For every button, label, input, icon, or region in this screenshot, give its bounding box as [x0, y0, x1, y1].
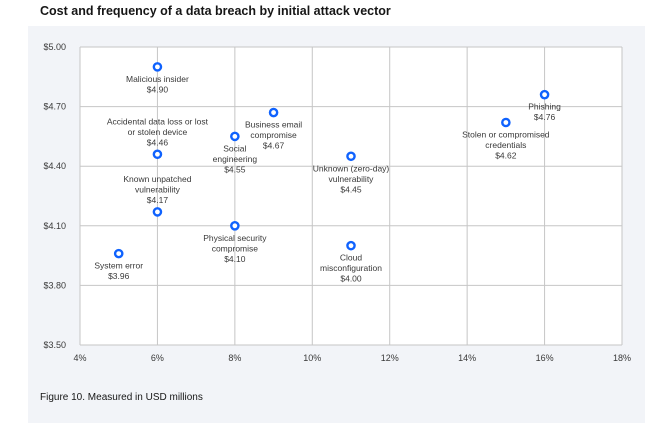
point-name-label: misconfiguration: [320, 263, 382, 273]
point-name-label: Unknown (zero-day): [313, 163, 390, 173]
y-tick-label: $5.00: [43, 42, 66, 52]
point-name-label: Accidental data loss or lost: [107, 116, 209, 126]
x-tick-label: 16%: [536, 353, 554, 363]
point-name-label: engineering: [213, 154, 258, 164]
point-value-label: $4.10: [224, 254, 246, 264]
point-name-label: compromise: [212, 243, 259, 253]
data-point: [152, 62, 163, 72]
x-tick-label: 18%: [613, 353, 631, 363]
point-name-label: vulnerability: [329, 174, 375, 184]
point-label-group: Phishing$4.76: [528, 102, 561, 123]
data-point: [346, 240, 356, 251]
point-name-label: vulnerability: [135, 184, 181, 194]
point-value-label: $4.00: [340, 274, 362, 284]
x-tick-label: 10%: [303, 353, 321, 363]
x-tick-label: 8%: [228, 353, 241, 363]
point-name-label: System error: [94, 261, 143, 271]
point-name-label: Known unpatched: [123, 174, 191, 184]
point-name-label: compromise: [250, 130, 297, 140]
point-name-label: Phishing: [528, 102, 561, 112]
point-name-label: Business email: [245, 120, 302, 130]
point-label-group: Unknown (zero-day)vulnerability$4.45: [313, 163, 390, 194]
data-point: [539, 89, 550, 100]
data-point: [501, 117, 511, 128]
point-value-label: $4.46: [147, 137, 169, 147]
x-tick-label: 14%: [458, 353, 476, 363]
y-tick-label: $4.40: [43, 161, 66, 171]
chart-title: Cost and frequency of a data breach by i…: [40, 4, 391, 18]
point-value-label: $3.96: [108, 271, 130, 281]
point-name-label: Malicious insider: [126, 74, 189, 84]
data-point: [230, 220, 240, 231]
data-point: [268, 107, 279, 118]
y-tick-label: $3.50: [43, 340, 66, 350]
plot-area: [80, 47, 622, 345]
point-name-label: or stolen device: [128, 127, 188, 137]
y-tick-label: $4.70: [43, 102, 66, 112]
point-name-label: Physical security: [203, 233, 267, 243]
data-point: [152, 149, 163, 160]
point-value-label: $4.45: [340, 184, 362, 194]
figure-caption: Figure 10. Measured in USD millions: [40, 392, 203, 403]
point-name-label: Stolen or compromised: [462, 129, 550, 139]
point-name-label: Social: [223, 143, 246, 153]
x-tick-label: 6%: [151, 353, 164, 363]
data-point: [346, 151, 356, 162]
y-tick-label: $3.80: [43, 280, 66, 290]
y-tick-label: $4.10: [43, 221, 66, 231]
x-tick-label: 4%: [73, 353, 86, 363]
point-value-label: $4.17: [147, 195, 169, 205]
data-point: [113, 248, 124, 259]
point-value-label: $4.55: [224, 164, 246, 174]
point-name-label: credentials: [485, 140, 526, 150]
data-point: [230, 131, 240, 142]
data-point: [152, 207, 163, 217]
point-label-group: System error$3.96: [94, 261, 143, 282]
point-name-label: Cloud: [340, 253, 362, 263]
x-tick-label: 12%: [381, 353, 399, 363]
point-value-label: $4.90: [147, 84, 169, 94]
point-value-label: $4.76: [534, 112, 556, 122]
point-value-label: $4.67: [263, 141, 285, 151]
point-value-label: $4.62: [495, 150, 517, 160]
point-label-group: Malicious insider$4.90: [126, 74, 189, 95]
